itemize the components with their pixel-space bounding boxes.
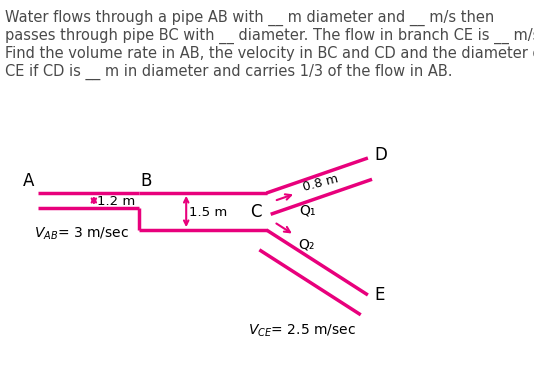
Text: CE if CD is __ m in diameter and carries 1/3 of the flow in AB.: CE if CD is __ m in diameter and carries… [5, 64, 453, 80]
Text: E: E [374, 286, 384, 304]
Text: $V_{CE}$= 2.5 m/sec: $V_{CE}$= 2.5 m/sec [248, 323, 356, 339]
Text: C: C [250, 202, 262, 221]
Text: passes through pipe BC with __ diameter. The flow in branch CE is __ m/s.: passes through pipe BC with __ diameter.… [5, 28, 534, 44]
Text: Find the volume rate in AB, the velocity in BC and CD and the diameter of: Find the volume rate in AB, the velocity… [5, 46, 534, 61]
Text: A: A [22, 172, 34, 190]
Text: D: D [374, 146, 387, 164]
Text: 1.5 m: 1.5 m [189, 206, 227, 219]
Text: Q₂: Q₂ [298, 237, 315, 251]
Text: $V_{AB}$= 3 m/sec: $V_{AB}$= 3 m/sec [34, 226, 129, 243]
Text: B: B [140, 172, 152, 190]
Text: Water flows through a pipe AB with __ m diameter and __ m/s then: Water flows through a pipe AB with __ m … [5, 10, 494, 26]
Text: 1.2 m: 1.2 m [97, 195, 135, 208]
Text: 0.8 m: 0.8 m [301, 172, 339, 194]
Text: Q₁: Q₁ [300, 203, 316, 218]
